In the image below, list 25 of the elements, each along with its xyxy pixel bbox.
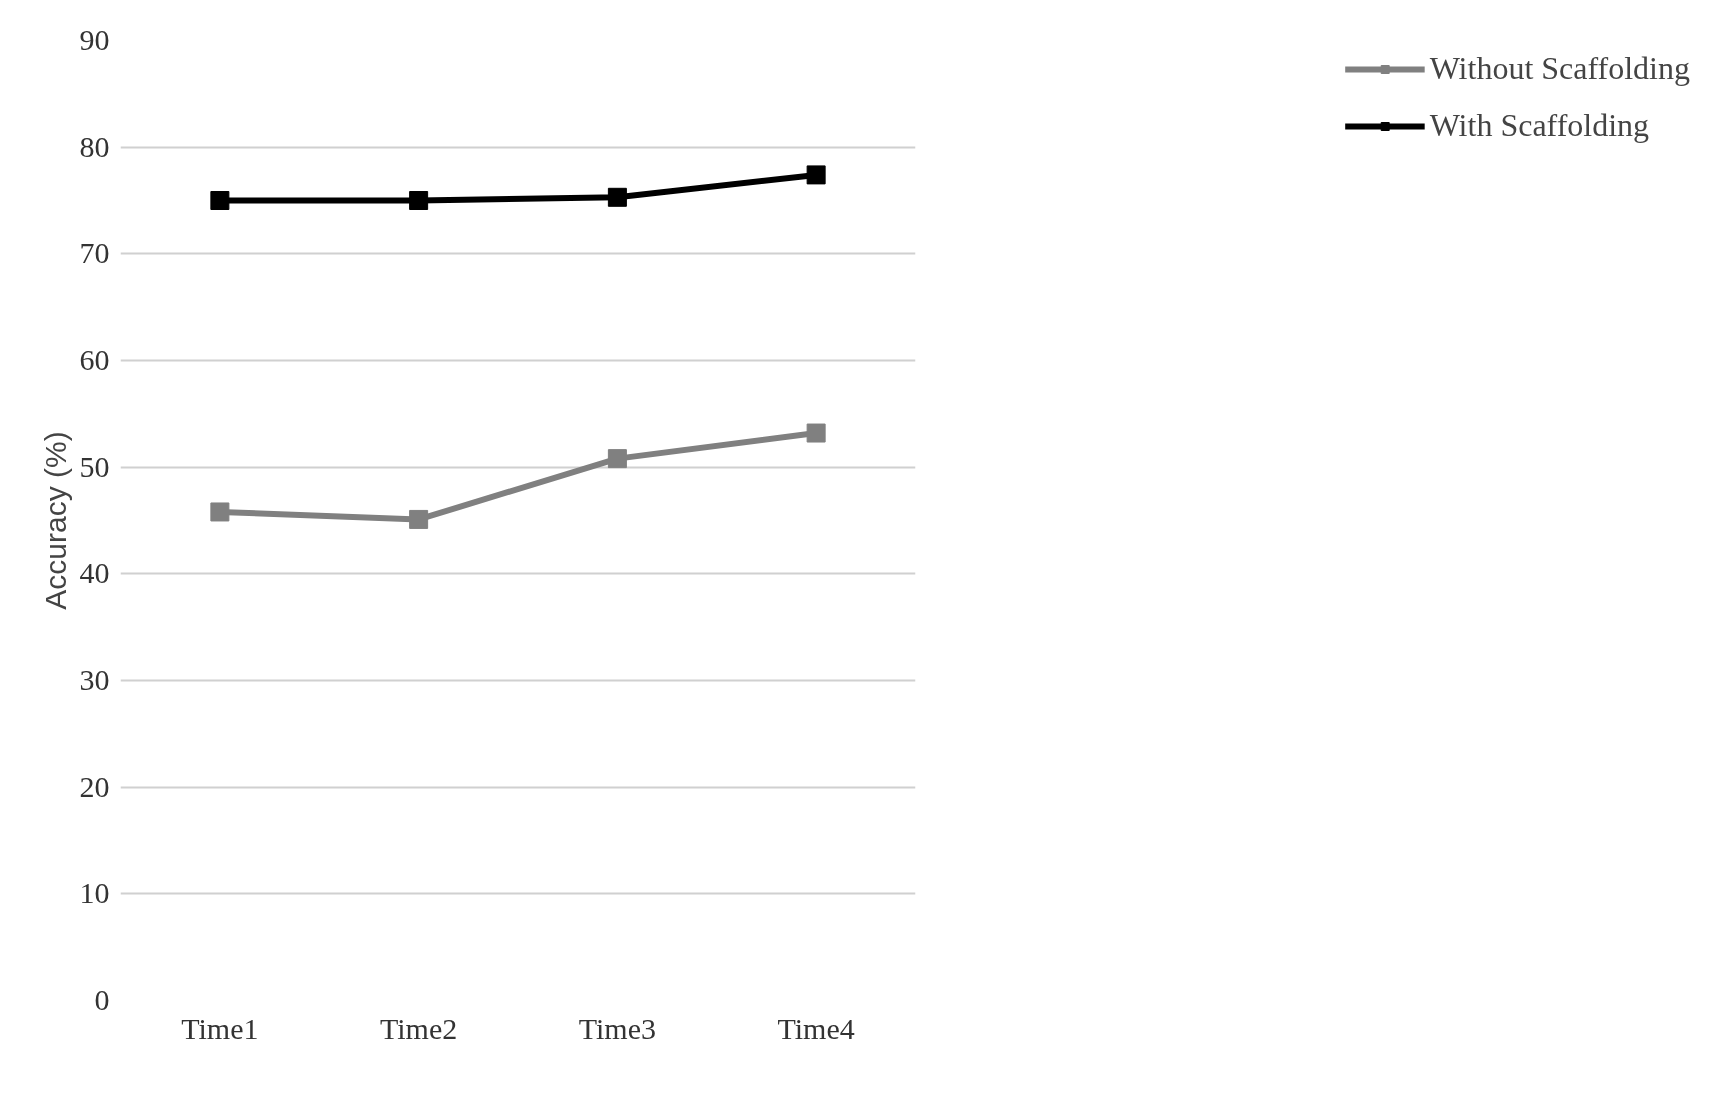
x-tick-label: Time1 <box>181 1011 259 1045</box>
legend-label: With Scaffolding <box>1429 107 1650 144</box>
y-tick-label: 20 <box>79 769 110 803</box>
y-tick-label: 50 <box>79 449 110 483</box>
y-tick-label: 70 <box>79 236 110 270</box>
y-tick-label: 30 <box>79 663 110 696</box>
y-tick-label: 10 <box>79 876 110 910</box>
y-tick-label: 60 <box>79 343 110 376</box>
y-axis-title: Accuracy (%) <box>38 431 72 610</box>
y-tick-label: 80 <box>79 129 110 163</box>
point <box>210 191 230 210</box>
point <box>806 165 826 185</box>
point <box>806 423 826 443</box>
legend-label: Without Scaffolding <box>1429 50 1690 87</box>
point <box>607 449 627 469</box>
point <box>210 502 230 522</box>
y-tick-label: 90 <box>79 23 110 56</box>
x-tick-label: Time3 <box>578 1011 657 1045</box>
y-tick-label: 0 <box>94 983 110 1016</box>
x-tick-label: Time2 <box>380 1011 458 1045</box>
point <box>409 191 429 210</box>
x-tick-label: Time4 <box>777 1011 855 1045</box>
point <box>409 509 429 529</box>
point <box>607 187 627 207</box>
y-tick-label: 40 <box>79 556 110 590</box>
